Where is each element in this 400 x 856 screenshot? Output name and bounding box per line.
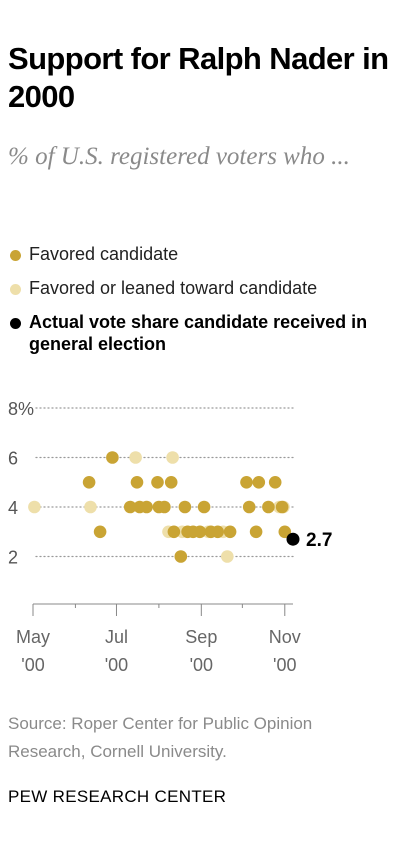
x-tick-label: Jul [105,627,128,647]
point-favored [193,525,207,539]
point-favored [278,525,292,539]
point-favored [167,525,181,539]
point-favored [123,500,137,514]
legend-label-favored: Favored candidate [29,244,179,264]
point-leaned [28,500,41,514]
point-favored [262,500,275,514]
y-tick-label: 2 [8,548,18,568]
point-favored [249,525,263,539]
legend-swatch-actual [10,318,21,329]
legend-item-leaned: Favored or leaned toward candidate [8,277,398,299]
x-tick-label: Nov [269,627,301,647]
point-favored [223,525,237,539]
point-favored [106,451,119,464]
chart-subtitle: % of U.S. registered voters who ... [8,143,350,170]
x-tick-label: '00 [190,655,213,675]
chart-plot: 2 4 6 8% May '00 Jul '00 Sep '00 Nov '00 2.7 [8,399,332,675]
point-favored [174,550,188,563]
point-favored [158,500,171,514]
point-favored [197,500,211,514]
point-leaned [129,451,142,464]
x-tick-label: '00 [273,655,296,675]
x-tick-label: Sep [185,627,217,647]
point-favored [130,476,144,489]
point-favored [242,500,256,514]
legend-swatch-leaned [10,284,21,295]
legend-label-leaned: Favored or leaned toward candidate [29,278,318,298]
legend-swatch-favored [10,250,21,261]
point-favored [275,500,289,514]
credit-line: PEW RESEARCH CENTER [8,787,227,806]
point-favored [151,476,164,489]
source-note: Source: Roper Center for Public Opinion … [8,714,313,761]
x-tick-label: '00 [105,655,128,675]
x-tick-label: '00 [21,655,44,675]
chart-title: Support for Ralph Nader in 2000 [8,41,389,114]
point-favored [240,476,253,489]
point-favored [82,476,96,489]
point-favored [140,500,153,514]
point-leaned [166,451,179,464]
point-favored [252,476,266,489]
x-tick-label: May [16,627,50,647]
actual-value-label: 2.7 [306,530,332,551]
point-leaned [84,500,97,514]
y-tick-label: 6 [8,449,18,469]
legend-label-actual: Actual vote share candidate received in … [29,312,368,354]
point-favored [268,476,282,489]
y-tick-label: 4 [8,498,18,518]
point-favored [93,525,107,539]
point-actual [286,532,300,546]
point-leaned [221,550,234,563]
legend-item-favored: Favored candidate [8,243,398,265]
point-favored [211,525,224,539]
point-favored [164,476,178,489]
point-favored [178,500,192,514]
legend: Favored candidate Favored or leaned towa… [8,243,398,367]
y-tick-label: 8% [8,399,34,419]
legend-item-actual: Actual vote share candidate received in … [8,311,398,355]
